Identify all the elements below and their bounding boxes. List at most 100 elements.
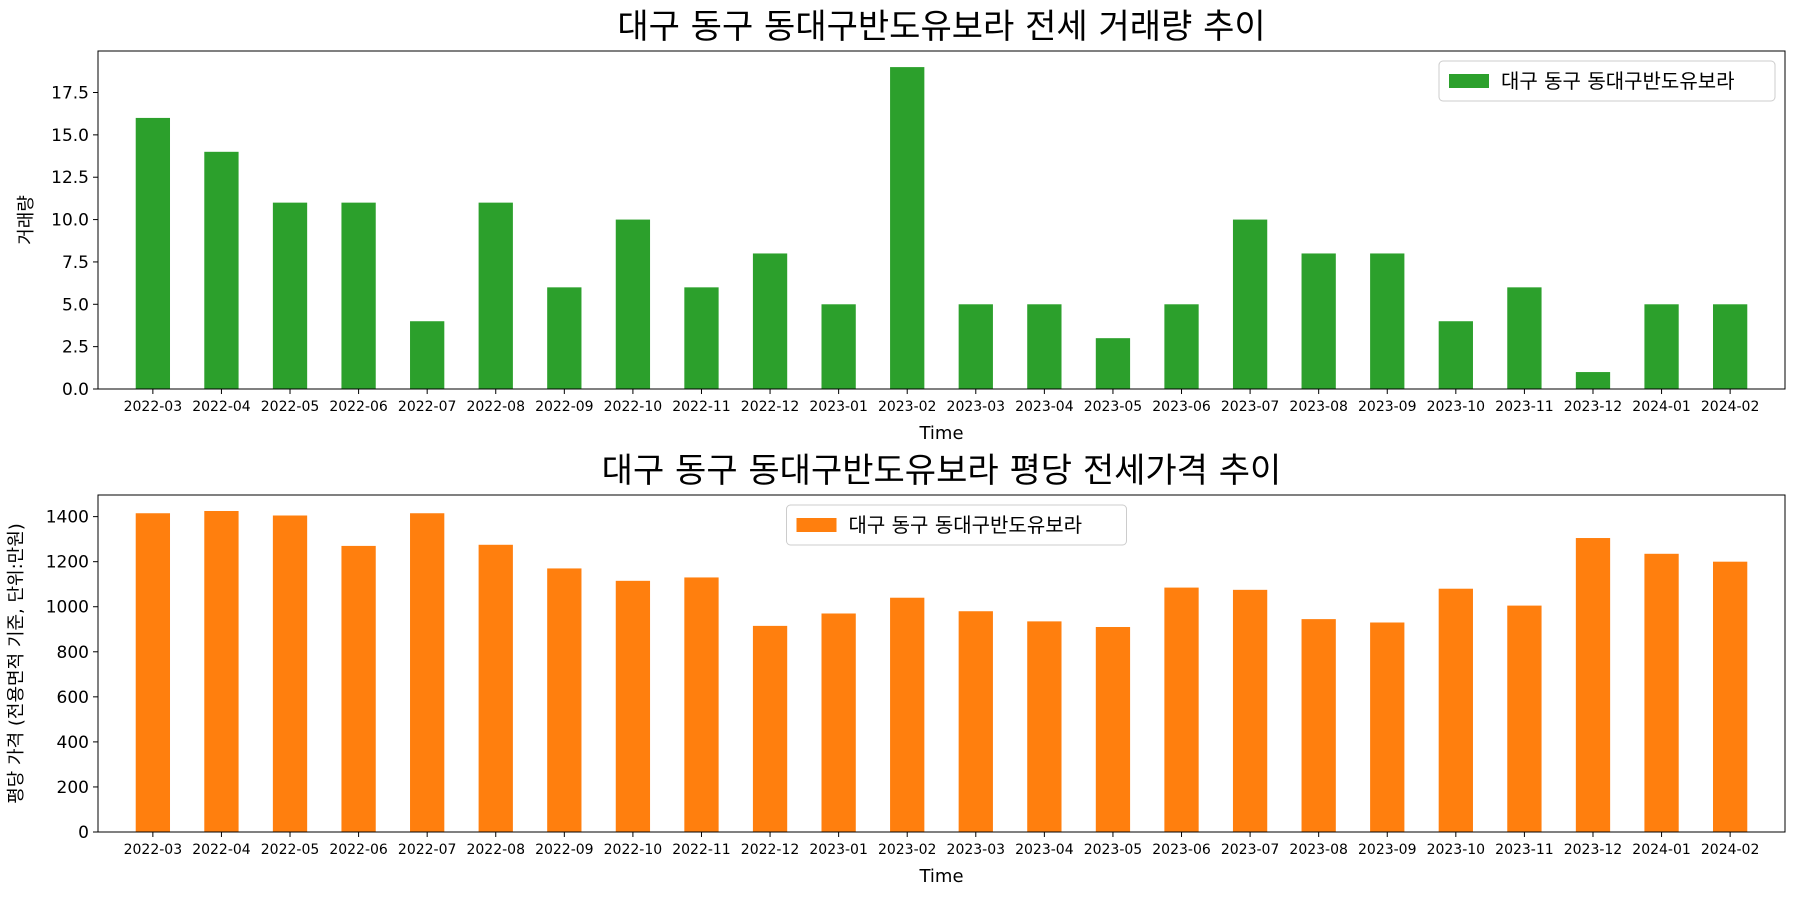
plot-frame <box>97 494 1786 833</box>
bar-2023-05 <box>1095 627 1131 832</box>
x-tick-label: 2022-10 <box>604 842 663 858</box>
legend: 대구 동구 동대구반도유보라 <box>786 504 1127 546</box>
bar-2023-08 <box>1301 253 1336 389</box>
bar-2022-03 <box>135 117 171 389</box>
bar-2022-07 <box>410 321 445 389</box>
x-tick-label: 2022-03 <box>124 399 183 415</box>
legend: 대구 동구 동대구반도유보라 <box>1438 60 1776 102</box>
x-tick-label: 2023-07 <box>1221 842 1280 858</box>
bar-2022-08 <box>478 544 513 832</box>
x-tick-label: 2023-03 <box>947 842 1006 858</box>
legend-box <box>1438 60 1776 102</box>
bar-2022-08 <box>478 202 513 389</box>
y-tick-label: 800 <box>57 643 89 663</box>
legend-label: 대구 동구 동대구반도유보라 <box>1501 69 1735 93</box>
bar-2022-12 <box>752 253 788 389</box>
bar-2023-11 <box>1507 287 1542 389</box>
x-tick-label: 2022-04 <box>192 399 251 415</box>
x-tick-label: 2023-11 <box>1495 399 1554 415</box>
bar-2022-10 <box>615 580 651 832</box>
legend-swatch <box>796 518 837 532</box>
bar-2024-01 <box>1644 304 1679 389</box>
x-tick-label: 2022-12 <box>741 399 800 415</box>
y-tick-label: 0.0 <box>62 380 89 400</box>
x-tick-label: 2022-09 <box>535 399 594 415</box>
bar-2023-12 <box>1575 538 1611 832</box>
bar-2022-11 <box>684 577 719 832</box>
x-tick-label: 2023-01 <box>809 399 868 415</box>
x-tick-label: 2022-05 <box>261 399 320 415</box>
y-tick-label: 5.0 <box>62 295 89 315</box>
bar-2023-03 <box>958 611 993 832</box>
bar-2023-08 <box>1301 619 1336 832</box>
x-tick-label: 2023-06 <box>1152 399 1211 415</box>
bar-2023-05 <box>1095 338 1131 389</box>
bar-2022-10 <box>615 219 651 389</box>
x-tick-label: 2022-04 <box>192 842 251 858</box>
x-tick-label: 2023-11 <box>1495 842 1554 858</box>
x-tick-label: 2023-10 <box>1427 842 1486 858</box>
x-tick-label: 2023-09 <box>1358 399 1417 415</box>
x-axis-label: Time <box>918 423 963 444</box>
bar-2023-06 <box>1164 587 1199 832</box>
y-tick-label: 2.5 <box>62 338 89 358</box>
x-tick-label: 2022-12 <box>741 842 800 858</box>
bar-2023-12 <box>1575 372 1611 389</box>
bar-2022-03 <box>135 513 171 832</box>
x-tick-label: 2022-09 <box>535 842 594 858</box>
x-tick-label: 2023-05 <box>1084 842 1143 858</box>
x-tick-label: 2022-11 <box>672 399 731 415</box>
x-tick-label: 2024-01 <box>1632 399 1691 415</box>
y-tick-label: 400 <box>57 733 89 753</box>
x-tick-label: 2023-02 <box>878 842 937 858</box>
y-tick-label: 15.0 <box>51 126 89 146</box>
x-tick-label: 2022-05 <box>261 842 320 858</box>
bar-2023-10 <box>1438 321 1473 389</box>
bar-2023-04 <box>1027 304 1062 389</box>
x-tick-label: 2023-08 <box>1289 842 1348 858</box>
x-axis-label: Time <box>918 866 963 887</box>
legend-label: 대구 동구 동대구반도유보라 <box>849 513 1083 537</box>
bar-2023-09 <box>1370 253 1405 389</box>
bar-2022-09 <box>547 568 582 832</box>
y-tick-label: 1200 <box>46 553 89 573</box>
bar-2022-05 <box>272 202 308 389</box>
bar-2022-04 <box>204 151 239 389</box>
y-tick-label: 12.5 <box>51 168 89 188</box>
x-tick-label: 2024-02 <box>1701 842 1760 858</box>
bar-2022-04 <box>204 510 239 832</box>
bar-2022-06 <box>341 545 376 832</box>
y-tick-label: 1400 <box>46 508 89 528</box>
x-tick-label: 2022-06 <box>329 399 388 415</box>
chart-title: 대구 동구 동대구반도유보라 전세 거래량 추이 <box>617 7 1265 47</box>
x-tick-label: 2023-09 <box>1358 842 1417 858</box>
chart-1: 대구 동구 동대구반도유보라 전세 거래량 추이 2022-03 2022-04 20… <box>16 7 1786 444</box>
bar-2024-01 <box>1644 553 1679 832</box>
bar-2023-04 <box>1027 621 1062 832</box>
y-tick-label: 600 <box>57 688 89 708</box>
x-tick-label: 2023-03 <box>947 399 1006 415</box>
x-tick-label: 2022-11 <box>672 842 731 858</box>
bar-2022-06 <box>341 202 376 389</box>
legend-box <box>786 504 1127 546</box>
chart-2: 대구 동구 동대구반도유보라 평당 전세가격 추이 2022-03 2022-04 2… <box>6 451 1786 887</box>
x-tick-label: 2022-03 <box>124 842 183 858</box>
x-tick-label: 2023-05 <box>1084 399 1143 415</box>
bar-2022-09 <box>547 287 582 389</box>
bar-2023-02 <box>890 597 925 832</box>
y-tick-label: 200 <box>57 778 89 798</box>
bar-2023-10 <box>1438 588 1473 832</box>
x-tick-label: 2024-01 <box>1632 842 1691 858</box>
bar-2023-07 <box>1232 589 1268 832</box>
y-tick-label: 10.0 <box>51 211 89 231</box>
bar-2024-02 <box>1712 561 1748 832</box>
bar-2023-02 <box>890 67 925 389</box>
x-tick-label: 2022-08 <box>466 842 525 858</box>
x-tick-label: 2023-02 <box>878 399 937 415</box>
x-tick-label: 2022-06 <box>329 842 388 858</box>
x-tick-label: 2023-04 <box>1015 399 1074 415</box>
bar-2024-02 <box>1712 304 1748 389</box>
y-axis-label: 거래량 <box>16 195 37 245</box>
